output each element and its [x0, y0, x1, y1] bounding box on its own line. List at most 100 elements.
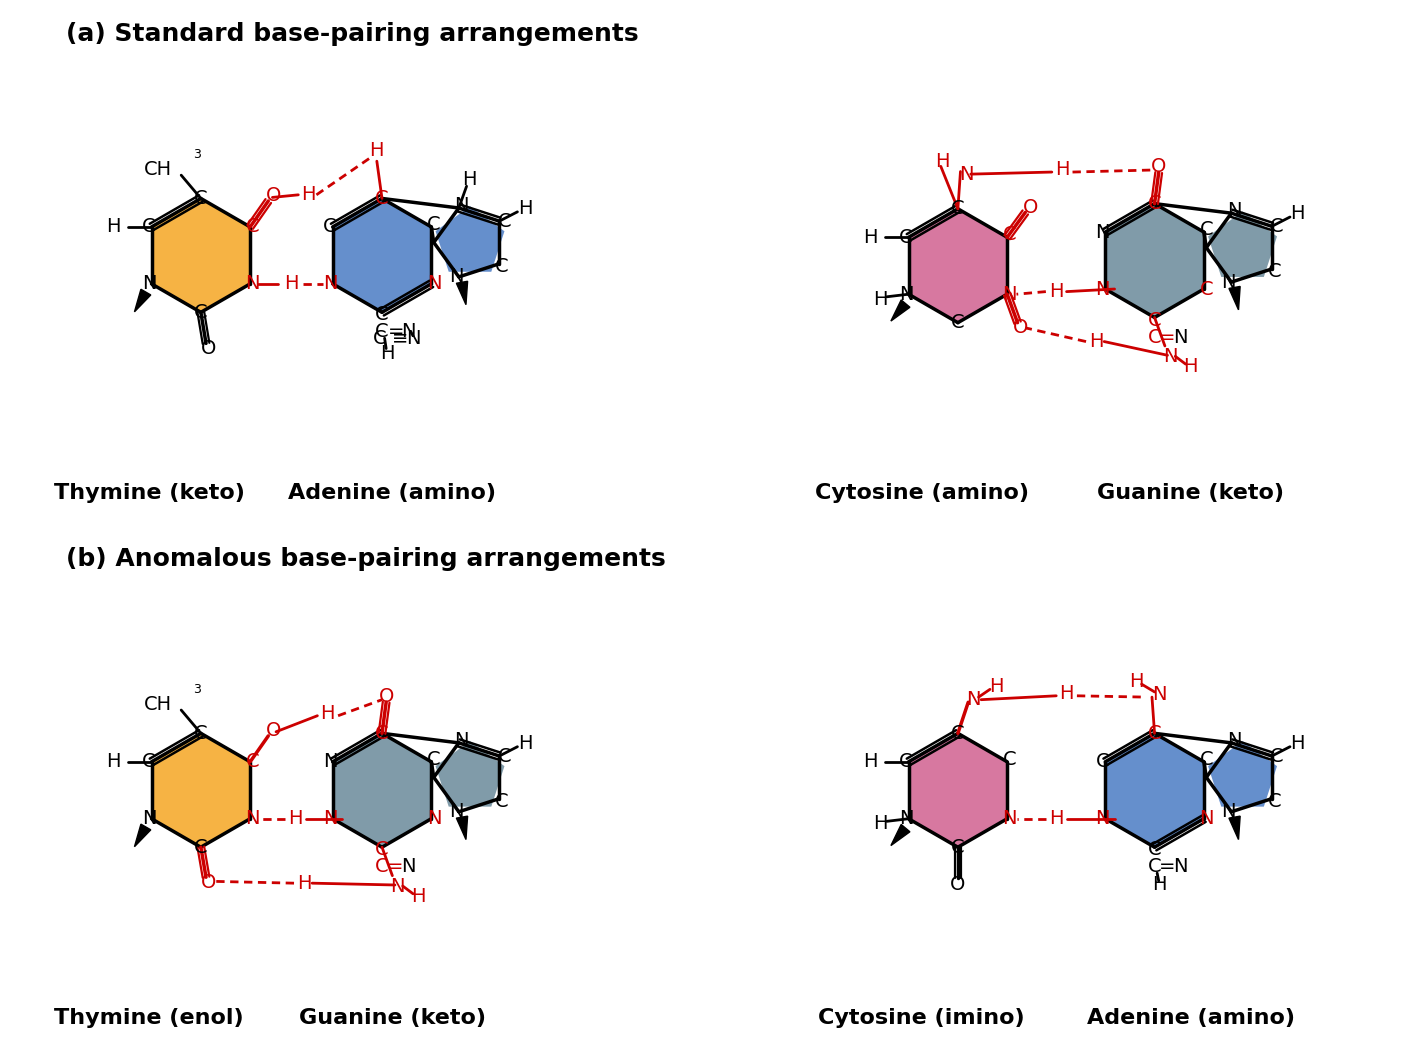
Text: H: H — [1129, 672, 1144, 691]
Text: N: N — [1221, 803, 1237, 822]
Text: H: H — [289, 809, 303, 828]
Text: H: H — [1183, 357, 1199, 376]
Text: N: N — [1227, 731, 1241, 750]
Text: Cytosine (imino): Cytosine (imino) — [819, 1008, 1025, 1027]
Text: H: H — [285, 275, 299, 294]
Text: =: = — [1159, 327, 1176, 346]
Text: =: = — [387, 857, 404, 876]
Text: N: N — [426, 275, 442, 294]
Polygon shape — [135, 289, 151, 312]
Text: C: C — [1267, 262, 1281, 281]
Polygon shape — [457, 281, 468, 305]
Text: H: H — [411, 887, 425, 906]
Text: Thymine (keto): Thymine (keto) — [53, 484, 244, 504]
Text: C: C — [1200, 280, 1213, 299]
Text: C: C — [376, 841, 388, 860]
Polygon shape — [908, 209, 1007, 323]
Text: N: N — [322, 275, 338, 294]
Text: C: C — [428, 214, 440, 233]
Text: N: N — [245, 809, 259, 828]
Text: C: C — [495, 792, 509, 811]
Text: H: H — [873, 814, 887, 833]
Text: N: N — [1199, 809, 1214, 828]
Text: =: = — [1159, 857, 1176, 876]
Text: 3: 3 — [193, 683, 200, 696]
Text: N: N — [142, 809, 156, 828]
Text: N: N — [1095, 280, 1110, 299]
Text: N: N — [899, 809, 913, 828]
Text: C: C — [1270, 747, 1284, 766]
Text: N: N — [966, 691, 980, 710]
Text: H: H — [1049, 282, 1064, 301]
Text: C: C — [899, 228, 913, 247]
Polygon shape — [1230, 286, 1241, 309]
Text: H: H — [321, 703, 335, 722]
Text: H: H — [517, 734, 533, 753]
Text: H: H — [935, 152, 949, 171]
Polygon shape — [151, 733, 250, 847]
Polygon shape — [151, 199, 250, 313]
Text: C: C — [1148, 194, 1161, 213]
Text: N: N — [426, 809, 442, 828]
Text: N: N — [1173, 857, 1187, 876]
Text: C: C — [324, 218, 336, 237]
Text: C: C — [193, 303, 207, 322]
Text: N: N — [245, 275, 259, 294]
Polygon shape — [332, 733, 432, 847]
Text: H: H — [517, 199, 533, 218]
Text: N: N — [899, 285, 913, 304]
Text: H: H — [1060, 683, 1074, 702]
Polygon shape — [332, 199, 432, 313]
Text: O: O — [1151, 157, 1166, 176]
Text: H: H — [864, 228, 878, 247]
Text: H: H — [461, 170, 477, 189]
Text: C: C — [142, 752, 156, 771]
Text: N: N — [1095, 223, 1110, 242]
Text: Guanine (keto): Guanine (keto) — [1098, 484, 1284, 504]
Polygon shape — [908, 733, 1007, 847]
Text: C: C — [1096, 752, 1109, 771]
Text: H: H — [1054, 159, 1070, 178]
Text: Adenine (amino): Adenine (amino) — [289, 484, 496, 504]
Text: =: = — [388, 322, 405, 341]
Polygon shape — [1209, 741, 1277, 807]
Text: (b) Anomalous base-pairing arrangements: (b) Anomalous base-pairing arrangements — [66, 547, 666, 571]
Text: C: C — [498, 211, 512, 230]
Text: H: H — [1290, 734, 1305, 753]
Text: N: N — [959, 165, 974, 184]
Text: C: C — [376, 322, 388, 341]
Text: N: N — [322, 809, 338, 828]
Text: C: C — [245, 218, 259, 237]
Text: C: C — [142, 218, 156, 237]
Polygon shape — [436, 206, 505, 271]
Text: C: C — [1002, 225, 1016, 244]
Text: N: N — [401, 857, 415, 876]
Text: N: N — [1173, 327, 1187, 346]
Text: C: C — [376, 723, 388, 742]
Text: H: H — [370, 142, 384, 161]
Text: CH: CH — [144, 695, 172, 714]
Text: H: H — [864, 752, 878, 771]
Text: C: C — [1270, 216, 1284, 235]
Text: Cytosine (amino): Cytosine (amino) — [815, 484, 1029, 504]
Text: H: H — [107, 218, 121, 237]
Text: H: H — [380, 344, 394, 363]
Text: C: C — [376, 189, 388, 208]
Text: C: C — [899, 752, 913, 771]
Text: C: C — [1148, 857, 1161, 876]
Text: C: C — [1148, 841, 1161, 860]
Polygon shape — [436, 741, 505, 807]
Polygon shape — [1105, 204, 1204, 318]
Text: H: H — [1152, 875, 1166, 894]
Text: N: N — [401, 322, 415, 341]
Text: ≡: ≡ — [393, 328, 408, 347]
Text: O: O — [266, 186, 282, 205]
Text: C: C — [1200, 750, 1213, 769]
Text: Thymine (enol): Thymine (enol) — [55, 1008, 244, 1027]
Text: 3: 3 — [193, 148, 200, 162]
Text: C: C — [1267, 792, 1281, 811]
Text: H: H — [1049, 809, 1064, 828]
Text: N: N — [1095, 809, 1110, 828]
Text: N: N — [1002, 285, 1016, 304]
Text: N: N — [1162, 346, 1178, 365]
